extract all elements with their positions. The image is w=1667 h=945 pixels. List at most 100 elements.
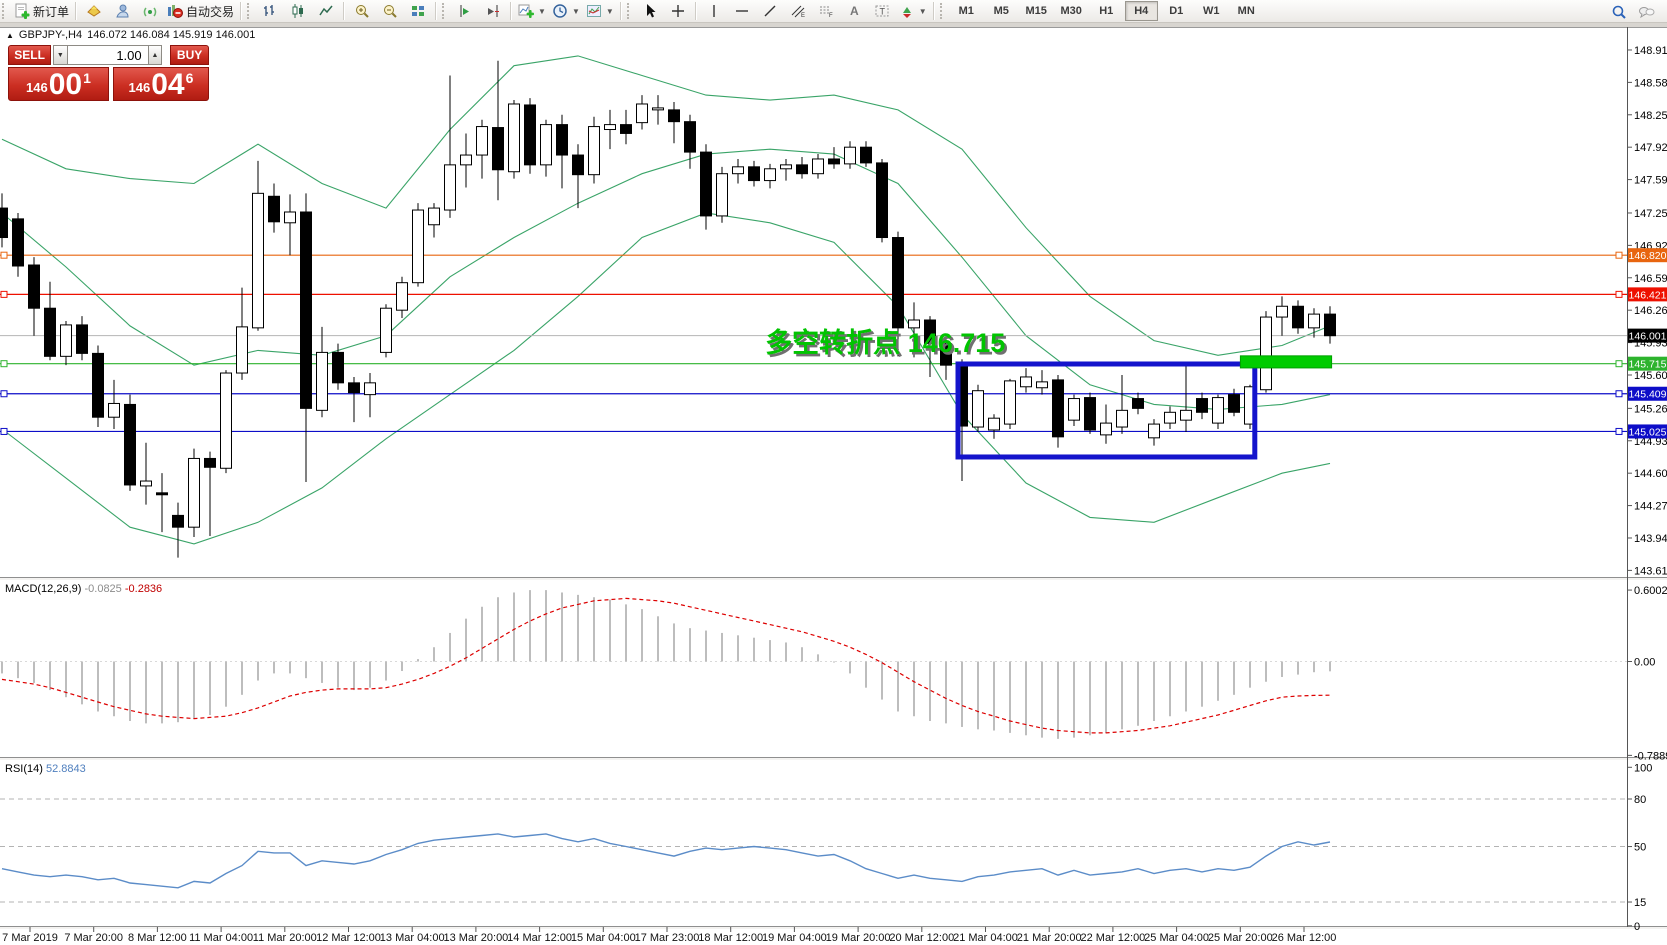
volume-decrease-button[interactable]: ▼ <box>53 45 68 65</box>
macd-axis-label: 0.00 <box>1634 657 1655 669</box>
timeframe-W1[interactable]: W1 <box>1202 5 1220 17</box>
price-badge-text: 146.421 <box>1629 289 1667 301</box>
new-order-button[interactable]: 新订单 <box>11 0 72 22</box>
sell-price-display[interactable]: 146 00 1 <box>8 67 109 101</box>
macd-histogram-bar <box>1201 661 1203 707</box>
toolbar-grip[interactable] <box>939 3 947 19</box>
macd-histogram-bar <box>1281 661 1283 677</box>
candlestick-button[interactable] <box>284 0 312 22</box>
timeframe-D1[interactable]: D1 <box>1169 5 1184 17</box>
text-button[interactable]: A <box>840 0 868 22</box>
dropdown-caret: ▼ <box>605 6 614 16</box>
timeframe-M15[interactable]: M15 <box>1025 5 1047 17</box>
hline-handle-left[interactable] <box>0 427 8 435</box>
trendline-icon <box>764 5 776 17</box>
one-click-toggle-icon[interactable]: ▲ <box>6 30 14 40</box>
buy-button[interactable]: BUY <box>170 45 209 65</box>
hline-handle-right[interactable] <box>1615 290 1623 298</box>
hline-handle-left[interactable] <box>0 290 8 298</box>
price-axis-label: 145.260 <box>1634 403 1667 415</box>
auto-scroll-icon <box>460 5 470 17</box>
range-rectangle[interactable] <box>955 361 1258 460</box>
timeframe-M30[interactable]: M30 <box>1060 5 1082 17</box>
volume-increase-button[interactable]: ▲ <box>147 45 163 65</box>
cursor-button[interactable] <box>636 0 664 22</box>
auto-scroll-button[interactable] <box>451 0 479 22</box>
candle-body <box>668 109 680 123</box>
toolbar-grip[interactable] <box>2 3 9 19</box>
time-axis-label: 17 Mar 23:00 <box>635 932 700 944</box>
timeframe-M5[interactable]: M5 <box>993 5 1009 17</box>
indicators-icon <box>518 4 535 18</box>
macd-histogram-bar <box>529 590 531 662</box>
channel-button[interactable]: E <box>784 0 812 22</box>
sell-button[interactable]: SELL <box>8 45 52 65</box>
volume-input[interactable] <box>67 45 148 65</box>
toolbar-separator <box>932 2 935 20</box>
indicators-button[interactable]: ▼ <box>515 0 549 22</box>
macd-histogram-bar <box>913 661 915 717</box>
candle-body <box>1116 409 1128 428</box>
macd-histogram-bar <box>1249 661 1251 688</box>
text-label-button[interactable]: T <box>868 0 896 22</box>
macd-histogram-bar <box>705 630 707 662</box>
hline-handle-right[interactable] <box>1615 360 1623 368</box>
candle-body <box>1036 381 1048 389</box>
hline-handle-left[interactable] <box>0 360 8 368</box>
macd-histogram-bar <box>1297 661 1299 675</box>
arrows-button[interactable]: ▼ <box>896 0 930 22</box>
price-badge-text: 145.025 <box>1629 426 1667 438</box>
rsi-name: RSI(14) <box>5 763 43 775</box>
timeframe-M1[interactable]: M1 <box>958 5 974 17</box>
toolbar-grip[interactable] <box>247 3 254 19</box>
buy-price-display[interactable]: 146 04 6 <box>112 67 209 101</box>
hline-handle-left[interactable] <box>0 251 8 259</box>
fibonacci-button[interactable]: F <box>812 0 840 22</box>
chat-button[interactable] <box>1633 1 1661 23</box>
candle-body <box>76 324 88 354</box>
candle-body <box>108 402 120 418</box>
macd-histogram-bar <box>257 661 259 681</box>
candle-body <box>780 164 792 170</box>
bar-chart-button[interactable] <box>256 0 284 22</box>
main-toolbar: 新订单 自动交易 ▼ ▼ ▼ E F A T ▼ M1 M5 M15 M30 H1 H4 D… <box>0 0 1667 23</box>
market-gold-button[interactable] <box>80 0 108 22</box>
macd-histogram-bar <box>689 628 691 662</box>
breakout-rectangle[interactable] <box>1239 355 1333 369</box>
hline-handle-right[interactable] <box>1615 251 1623 259</box>
candle-body <box>492 127 504 171</box>
zoom-out-button[interactable] <box>376 0 404 22</box>
crosshair-button[interactable] <box>664 0 692 22</box>
templates-button[interactable]: ▼ <box>583 0 617 22</box>
tile-windows-button[interactable] <box>404 0 432 22</box>
timeframe-MN[interactable]: MN <box>1237 5 1255 17</box>
candle-body <box>1084 397 1096 431</box>
vertical-line-button[interactable] <box>700 0 728 22</box>
toolbar-grip[interactable] <box>442 3 449 19</box>
trendline-button[interactable] <box>756 0 784 22</box>
line-chart-button[interactable] <box>312 0 340 22</box>
search-button[interactable] <box>1605 1 1633 23</box>
toolbar-grip[interactable] <box>626 3 634 19</box>
candle-body <box>396 282 408 311</box>
community-button[interactable] <box>108 0 136 22</box>
time-axis-label: 19 Mar 04:00 <box>762 932 827 944</box>
macd-histogram-bar <box>577 594 579 662</box>
macd-value-signal: -0.2836 <box>124 583 163 595</box>
horizontal-line-button[interactable] <box>728 0 756 22</box>
signals-button[interactable] <box>136 0 164 22</box>
timeframe-H1[interactable]: H1 <box>1099 5 1114 17</box>
hline-handle-left[interactable] <box>0 390 8 398</box>
hline-handle-right[interactable] <box>1615 427 1623 435</box>
time-axis-label: 18 Mar 12:00 <box>698 932 763 944</box>
timeframe-H4[interactable]: H4 <box>1124 1 1158 21</box>
hline-handle-right[interactable] <box>1615 390 1623 398</box>
macd-histogram-bar <box>113 661 115 717</box>
periods-button[interactable]: ▼ <box>549 0 583 22</box>
annotation-text[interactable]: 多空转折点 146.715 <box>765 327 1005 358</box>
chart-shift-button[interactable] <box>479 0 507 22</box>
zoom-in-button[interactable] <box>348 0 376 22</box>
candle-body <box>1052 379 1064 438</box>
autotrading-button[interactable]: 自动交易 <box>164 0 237 22</box>
